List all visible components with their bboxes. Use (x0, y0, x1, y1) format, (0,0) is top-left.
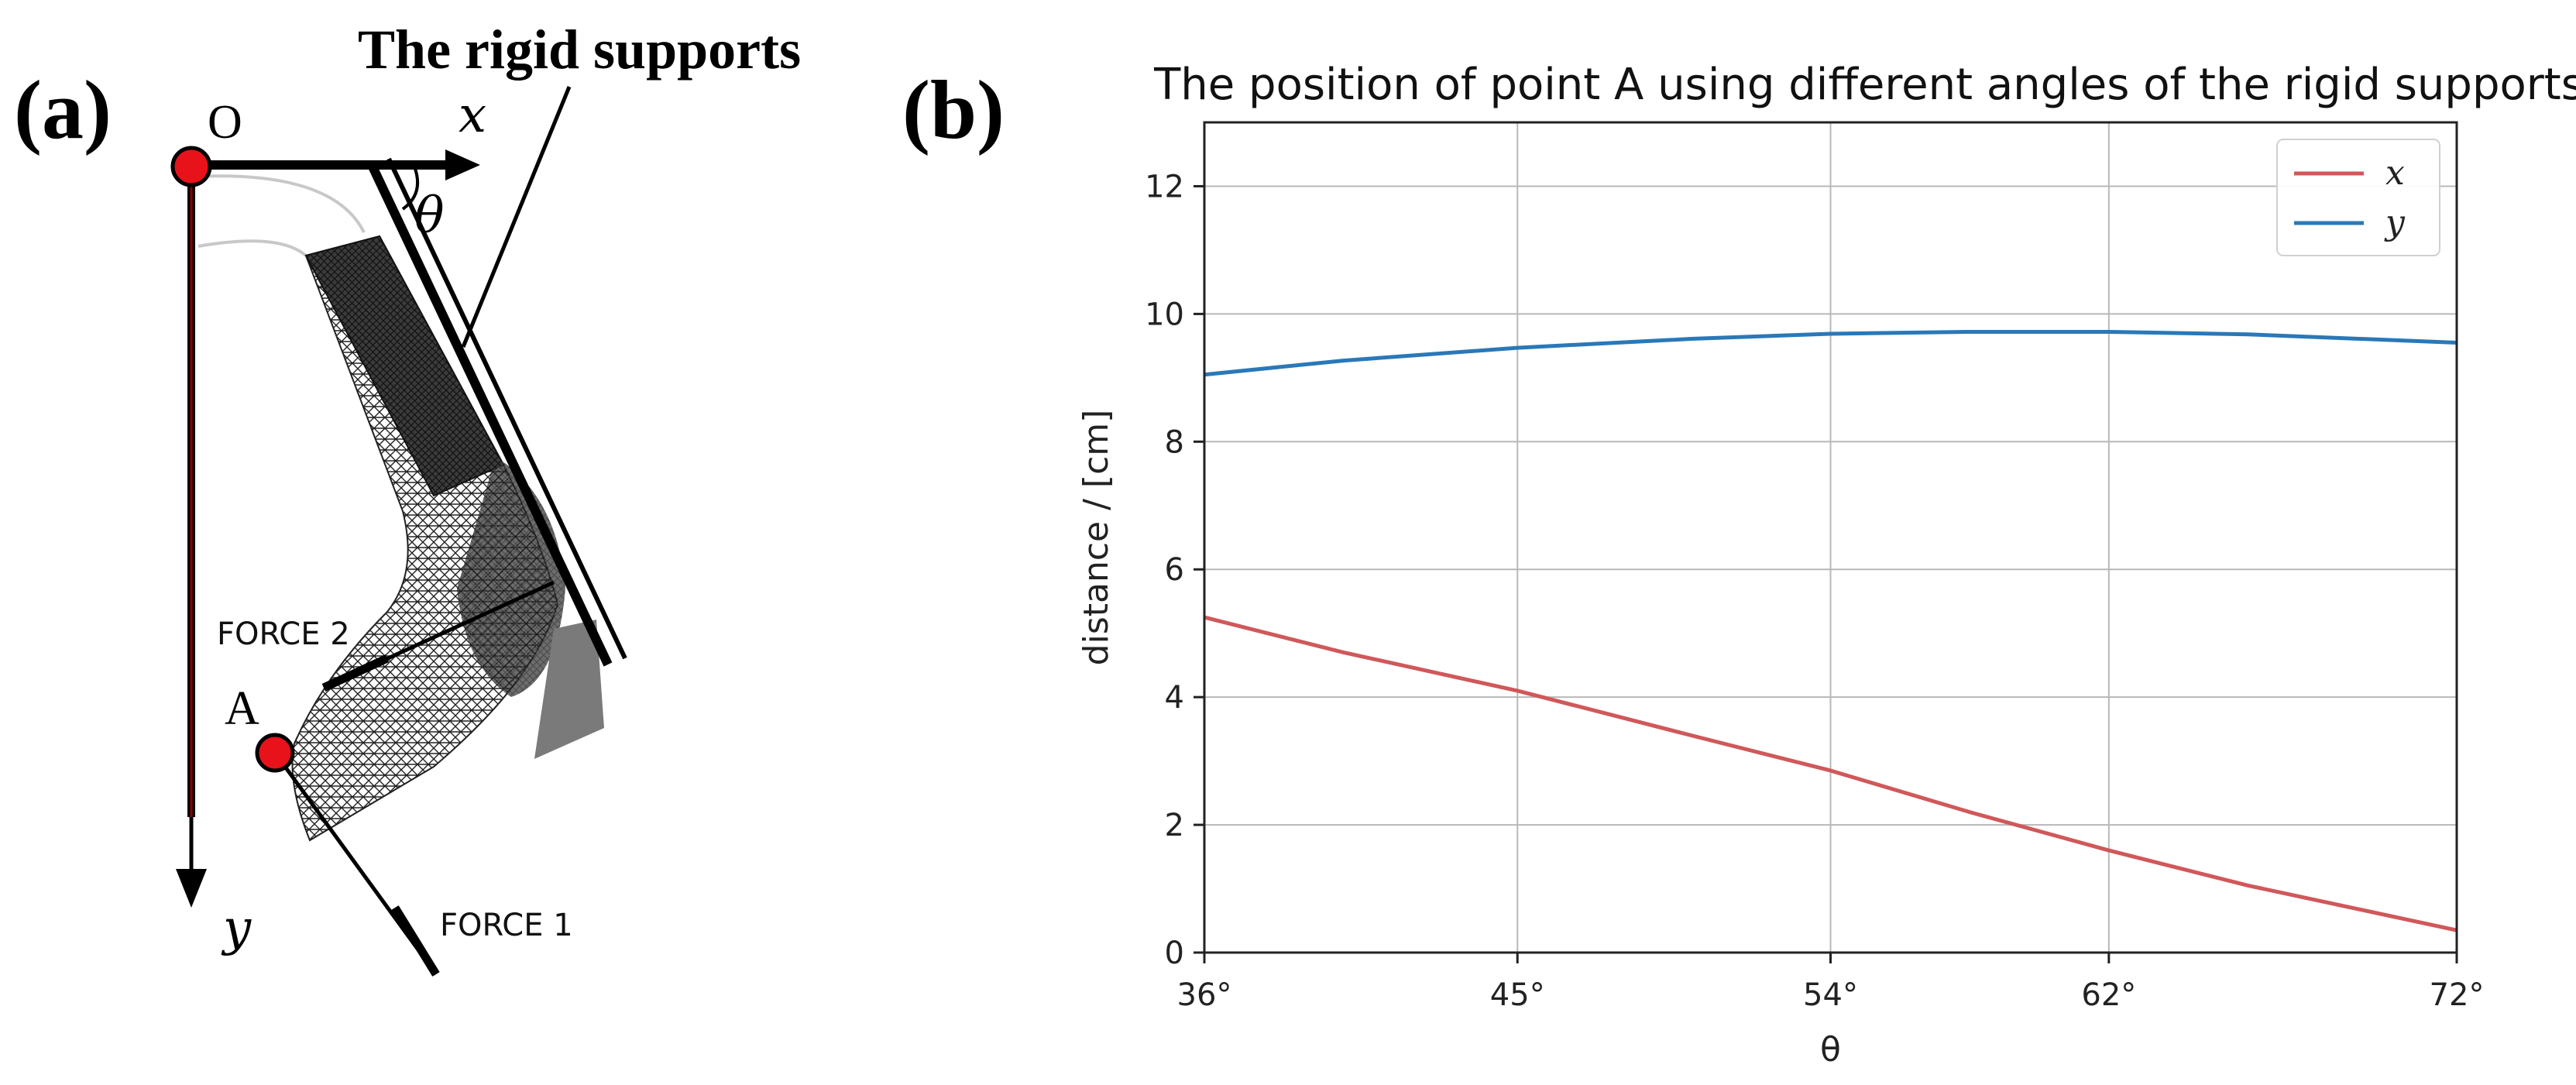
y-tick-label: 4 (1165, 680, 1184, 716)
x-tick-label: 62° (2081, 977, 2136, 1013)
rigid-supports-title: The rigid supports (358, 19, 801, 81)
x-tick-label: 36° (1177, 977, 1232, 1013)
finger-outline-top (194, 174, 366, 233)
chart-title: The position of point A using different … (1153, 60, 2576, 110)
point-a-marker (255, 733, 295, 773)
y-axis-label: y (221, 900, 252, 957)
force-2-label: FORCE 2 (217, 616, 350, 652)
y-axis-arrow-head (176, 869, 207, 908)
chart-x-axis-label: θ (1820, 1030, 1841, 1070)
origin-marker (170, 146, 212, 187)
panel-b: (b) The position of point A using differ… (902, 60, 2576, 1070)
y-tick-label: 12 (1145, 169, 1184, 204)
chart-grid (1204, 122, 2458, 953)
x-axis-label: x (459, 87, 486, 144)
panel-b-label: (b) (902, 64, 1005, 156)
chart-series-group (1204, 329, 2458, 932)
rigid-supports-leader-line (461, 86, 572, 348)
force-1-arrow-tail (391, 905, 440, 977)
origin-label: O (208, 96, 242, 149)
force-2-arrow-tail (321, 654, 390, 692)
support-block (534, 620, 604, 759)
y-tick-label: 8 (1165, 424, 1184, 460)
panel-a: (a) The rigid supports x (14, 19, 801, 977)
x-tick-label: 54° (1803, 977, 1858, 1013)
chart-ticks: 36° 45° 54° 62° 72° 0 2 4 6 8 10 12 (1145, 169, 2484, 1013)
legend-label-x: x (2385, 153, 2405, 193)
angle-arc (401, 166, 420, 211)
series-line-y (1204, 329, 2458, 377)
y-tick-label: 2 (1165, 808, 1184, 843)
x-tick-label: 72° (2430, 977, 2485, 1013)
legend-box (2276, 139, 2440, 256)
point-a-label: A (225, 682, 259, 735)
chart-legend: xy (2276, 139, 2440, 256)
y-tick-label: 6 (1165, 552, 1184, 588)
y-tick-label: 0 (1165, 936, 1184, 971)
angle-label: θ (414, 187, 445, 245)
force-1-label: FORCE 1 (440, 908, 573, 943)
legend-label-y: y (2384, 203, 2406, 242)
x-tick-label: 45° (1490, 977, 1545, 1013)
x-axis-arrow-head (445, 149, 480, 180)
panel-a-label: (a) (14, 64, 112, 156)
rigid-support-edge (386, 157, 627, 660)
y-tick-label: 10 (1145, 297, 1184, 332)
series-line-x (1204, 615, 2458, 932)
chart-y-axis-label: distance / [cm] (1077, 410, 1116, 666)
finger-outline-bottom (197, 239, 307, 257)
